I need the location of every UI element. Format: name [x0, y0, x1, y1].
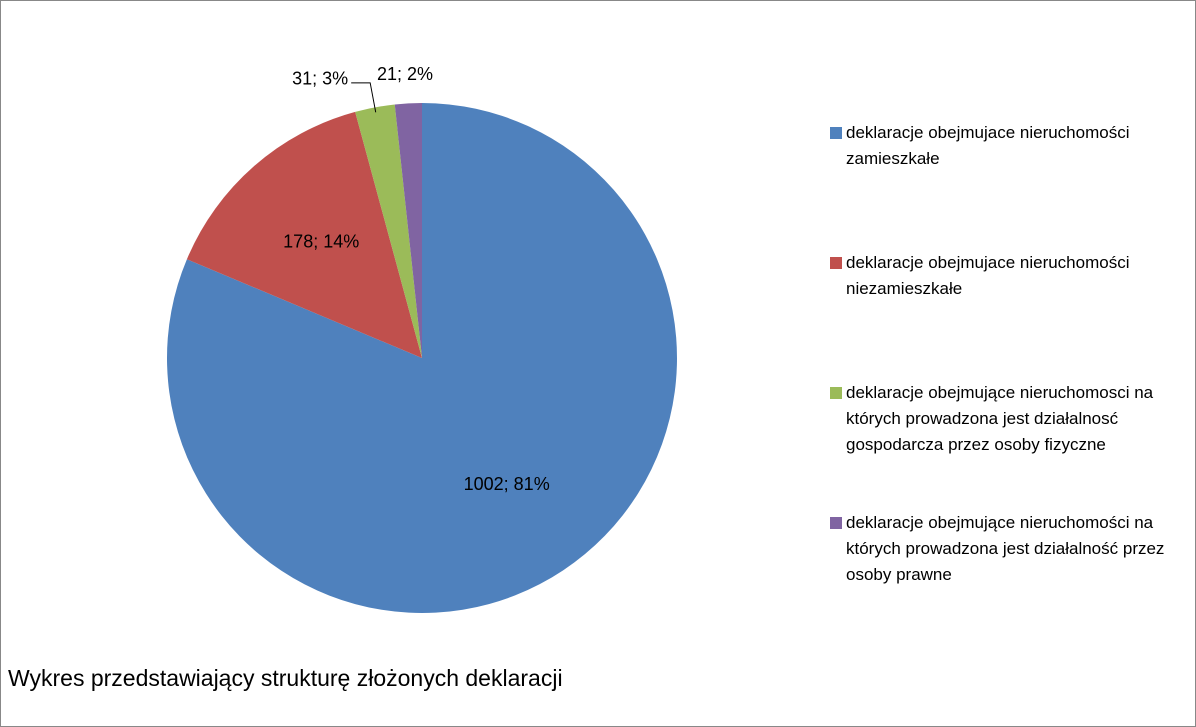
legend-item: deklaracje obejmujące nieruchomości na k…: [830, 510, 1175, 640]
data-label: 21; 2%: [377, 64, 433, 84]
pie-slice: [394, 103, 422, 358]
legend-label: deklaracje obejmujące nieruchomości na k…: [846, 513, 1165, 584]
legend-swatch: [830, 387, 842, 399]
chart-title: Wykres przedstawiający strukturę złożony…: [8, 665, 563, 691]
legend-item: deklaracje obejmujace nieruchomości zami…: [830, 120, 1175, 250]
pie-slice: [166, 103, 678, 614]
pie-slice: [355, 104, 422, 358]
legend-label: deklaracje obejmujace nieruchomości zami…: [846, 123, 1130, 168]
legend-item: deklaracje obejmujące nieruchomosci na k…: [830, 380, 1175, 510]
data-label: 31; 3%: [292, 69, 348, 89]
legend-item: deklaracje obejmujace nieruchomości niez…: [830, 250, 1175, 380]
legend-label: deklaracje obejmujące nieruchomosci na k…: [846, 383, 1154, 454]
data-label: 178; 14%: [283, 232, 359, 252]
pie-slice: [186, 111, 422, 358]
data-label: 1002; 81%: [464, 474, 550, 494]
legend-swatch: [830, 127, 842, 139]
legend-label: deklaracje obejmujace nieruchomości niez…: [846, 253, 1130, 298]
legend-swatch: [830, 257, 842, 269]
leader-line: [351, 82, 377, 113]
legend: deklaracje obejmujace nieruchomości zami…: [830, 120, 1175, 640]
legend-swatch: [830, 517, 842, 529]
